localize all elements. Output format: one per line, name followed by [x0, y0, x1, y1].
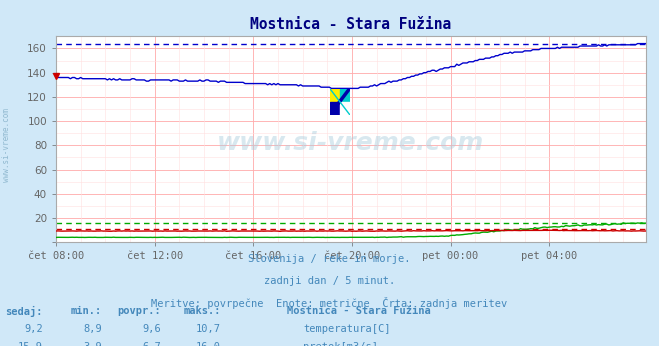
- Text: Slovenija / reke in morje.: Slovenija / reke in morje.: [248, 254, 411, 264]
- Text: 6,7: 6,7: [143, 342, 161, 346]
- Bar: [340, 89, 350, 102]
- Text: 3,9: 3,9: [84, 342, 102, 346]
- Bar: [340, 102, 350, 115]
- Text: Mostnica - Stara Fužina: Mostnica - Stara Fužina: [287, 306, 430, 316]
- Text: povpr.:: povpr.:: [118, 306, 161, 316]
- Text: 15,9: 15,9: [18, 342, 43, 346]
- Text: 8,9: 8,9: [84, 324, 102, 334]
- Text: temperatura[C]: temperatura[C]: [303, 324, 391, 334]
- Text: sedaj:: sedaj:: [5, 306, 43, 317]
- Bar: [330, 102, 340, 115]
- Text: Meritve: povrpečne  Enote: metrične  Črta: zadnja meritev: Meritve: povrpečne Enote: metrične Črta:…: [152, 297, 507, 309]
- Title: Mostnica - Stara Fužina: Mostnica - Stara Fužina: [250, 17, 451, 33]
- Text: www.si-vreme.com: www.si-vreme.com: [217, 131, 484, 155]
- Bar: [330, 89, 340, 102]
- Text: zadnji dan / 5 minut.: zadnji dan / 5 minut.: [264, 276, 395, 286]
- Text: min.:: min.:: [71, 306, 102, 316]
- Text: pretok[m3/s]: pretok[m3/s]: [303, 342, 378, 346]
- Text: 9,6: 9,6: [143, 324, 161, 334]
- Text: www.si-vreme.com: www.si-vreme.com: [2, 108, 11, 182]
- Text: 16,0: 16,0: [196, 342, 221, 346]
- Text: maks.:: maks.:: [183, 306, 221, 316]
- Text: 10,7: 10,7: [196, 324, 221, 334]
- Text: 9,2: 9,2: [24, 324, 43, 334]
